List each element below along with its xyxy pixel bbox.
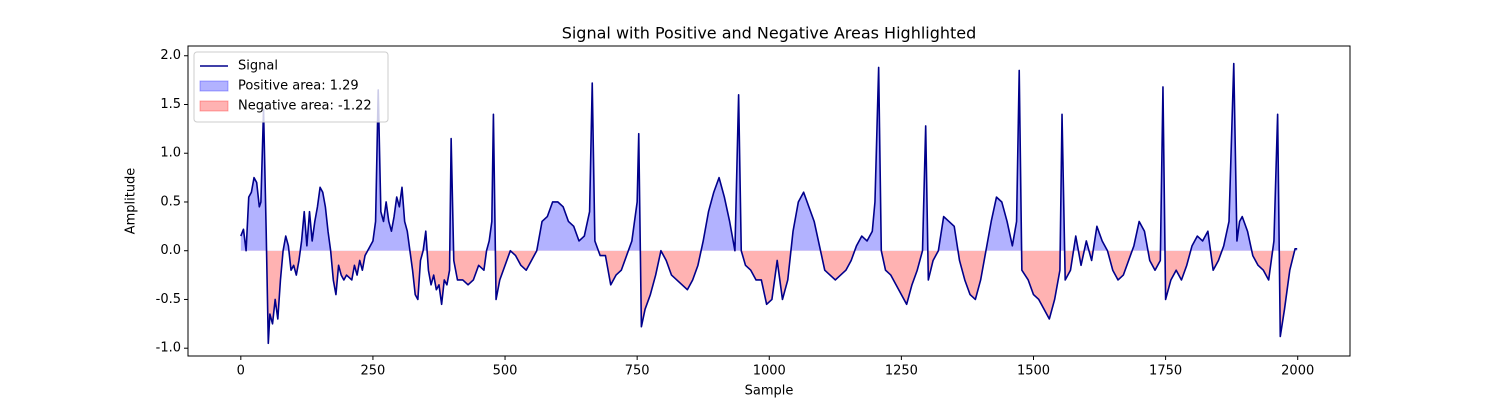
y-tick-label: -0.5 <box>156 292 181 307</box>
y-tick-label: 1.0 <box>160 146 181 161</box>
legend-label: Signal <box>238 59 278 74</box>
x-tick-label: 1750 <box>1149 364 1182 379</box>
x-tick-label: 500 <box>493 364 518 379</box>
legend-label: Negative area: -1.22 <box>238 99 372 114</box>
signal-line <box>240 62 1298 345</box>
x-tick-label: 0 <box>237 364 245 379</box>
y-tick-label: 0.5 <box>160 194 181 209</box>
x-axis-label: Sample <box>745 384 794 399</box>
legend-box <box>193 51 389 123</box>
x-tick-label: 750 <box>625 364 650 379</box>
chart-title: Signal with Positive and Negative Areas … <box>562 24 977 43</box>
y-axis-label: Amplitude <box>124 168 139 235</box>
negative-area <box>240 250 1298 344</box>
y-tick-label: 0.0 <box>160 243 181 258</box>
y-tick-label: 1.5 <box>160 97 181 112</box>
legend-label: Positive area: 1.29 <box>238 79 359 94</box>
x-tick-label: 250 <box>361 364 386 379</box>
x-tick-label: 1250 <box>885 364 918 379</box>
x-tick-label: 1000 <box>753 364 786 379</box>
legend-swatch <box>199 100 229 112</box>
x-tick-label: 2000 <box>1281 364 1314 379</box>
y-tick-label: 2.0 <box>160 48 181 63</box>
y-tick-label: -1.0 <box>156 341 181 356</box>
x-tick-label: 1500 <box>1017 364 1050 379</box>
legend-swatch <box>199 80 229 92</box>
